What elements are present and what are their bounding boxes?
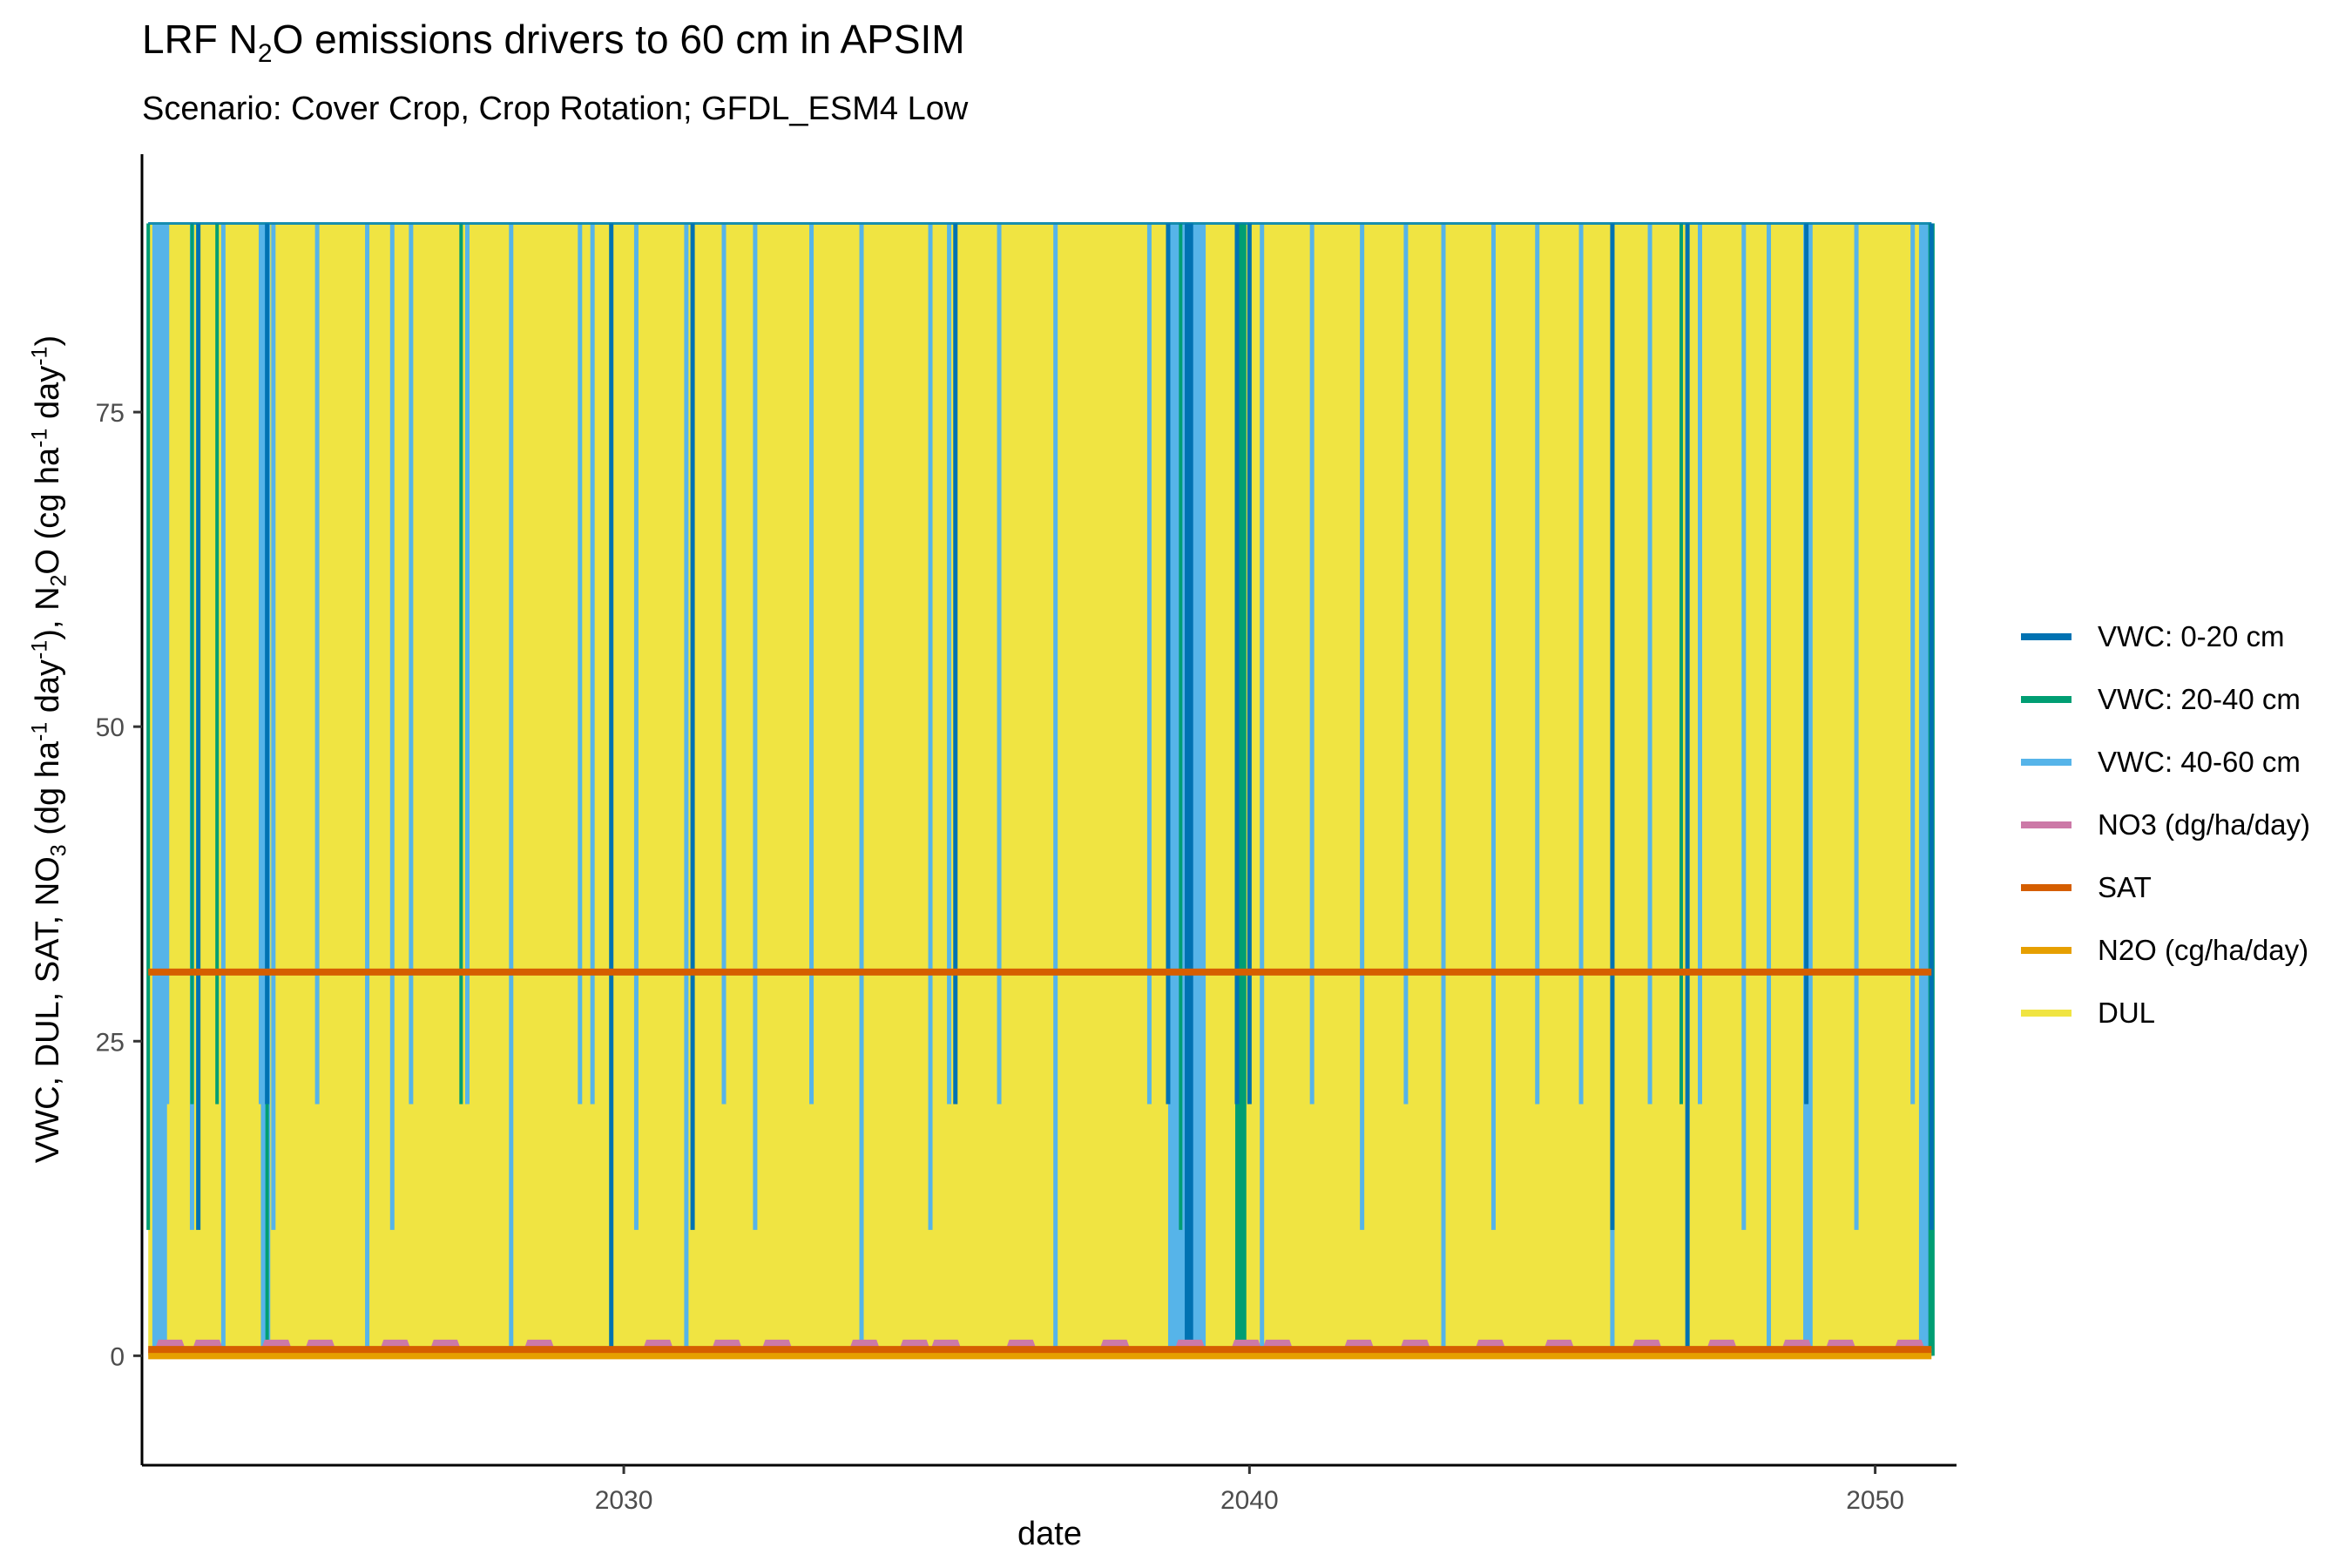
legend-label: SAT xyxy=(2098,871,2152,903)
legend-swatch xyxy=(2021,759,2072,766)
y-axis-label-part: ) xyxy=(30,335,67,347)
y-axis-label-part: day xyxy=(30,659,67,722)
legend-item: VWC: 0-20 cm xyxy=(2021,605,2310,668)
y-axis-label-part: VWC, DUL, SAT, NO xyxy=(30,856,67,1164)
legend-label: NO3 (dg/ha/day) xyxy=(2098,808,2310,841)
legend-item: VWC: 40-60 cm xyxy=(2021,731,2310,794)
legend-item: N2O (cg/ha/day) xyxy=(2021,919,2310,982)
no3-line xyxy=(148,1339,1932,1356)
legend-item: SAT xyxy=(2021,856,2310,919)
legend-label: VWC: 20-40 cm xyxy=(2098,683,2301,715)
x-tick-label: 2040 xyxy=(1220,1486,1279,1515)
legend-swatch xyxy=(2021,696,2072,703)
y-axis-label-part: day xyxy=(30,365,67,429)
legend-label: N2O (cg/ha/day) xyxy=(2098,934,2309,966)
vwc-band xyxy=(1236,223,1247,1356)
y-axis-label-wrap: VWC, DUL, SAT, NO3 (dg ha-1 day-1), N2O … xyxy=(10,148,89,1350)
x-axis-label: date xyxy=(1017,1516,1082,1552)
y-tick-label: 25 xyxy=(96,1028,125,1057)
y-axis-label-part: O (cg ha xyxy=(30,447,67,575)
legend-swatch xyxy=(2021,947,2072,954)
legend-swatch xyxy=(2021,1010,2072,1017)
y-axis-label-part: 2 xyxy=(46,574,71,587)
y-axis-label-part: -1 xyxy=(27,639,52,659)
axes: 0 25 50 75 2030 2040 2050 xyxy=(96,154,1957,1515)
legend-label: DUL xyxy=(2098,997,2156,1029)
y-tick-label: 50 xyxy=(96,713,125,742)
x-tick-label: 2050 xyxy=(1846,1486,1904,1515)
vwc-band xyxy=(154,223,167,1356)
legend-item: VWC: 20-40 cm xyxy=(2021,668,2310,731)
legend: VWC: 0-20 cm VWC: 20-40 cm VWC: 40-60 cm NO… xyxy=(2021,605,2310,1044)
y-axis-label: VWC, DUL, SAT, NO3 (dg ha-1 day-1), N2O … xyxy=(27,335,71,1163)
legend-swatch xyxy=(2021,821,2072,828)
legend-swatch xyxy=(2021,884,2072,891)
y-axis-label-part: ), N xyxy=(30,586,67,640)
legend-label: VWC: 40-60 cm xyxy=(2098,746,2301,778)
y-axis-label-part: -1 xyxy=(27,721,52,741)
y-axis-label-part: -1 xyxy=(27,428,52,448)
y-axis-label-part: -1 xyxy=(27,346,52,366)
dul-area xyxy=(148,223,1932,1356)
data-marks xyxy=(146,221,1935,1360)
legend-item: NO3 (dg/ha/day) xyxy=(2021,794,2310,856)
legend-item: DUL xyxy=(2021,982,2310,1044)
y-axis-label-part: (dg ha xyxy=(30,741,67,845)
y-axis-label-part: 3 xyxy=(46,844,71,857)
y-tick-label: 75 xyxy=(96,399,125,428)
legend-swatch xyxy=(2021,633,2072,640)
legend-label: VWC: 0-20 cm xyxy=(2098,620,2285,652)
chart-title: LRF N2O emissions drivers to 60 cm in AP… xyxy=(142,17,965,69)
x-tick-label: 2030 xyxy=(595,1486,653,1515)
vwc-band xyxy=(1186,223,1193,1356)
y-tick-label: 0 xyxy=(110,1342,125,1371)
chart-subtitle: Scenario: Cover Crop, Crop Rotation; GFD… xyxy=(142,91,969,127)
